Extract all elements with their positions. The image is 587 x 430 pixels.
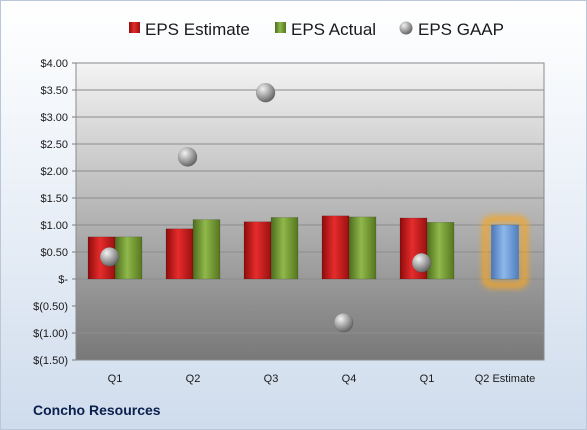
legend-swatch-gaap — [399, 21, 413, 35]
legend-swatch-actual — [275, 22, 286, 33]
x-category-label: Q4 — [342, 373, 357, 385]
y-tick-label: $0.50 — [40, 247, 68, 259]
chart-marks — [87, 82, 528, 333]
y-tick-label: $(0.50) — [33, 301, 68, 313]
gridlines — [72, 62, 544, 361]
x-category-label: Q2 — [186, 373, 201, 385]
x-category-label: Q3 — [264, 373, 279, 385]
bar-eps-actual — [426, 222, 455, 280]
bar-eps-estimate — [321, 215, 350, 280]
y-axis-ticks: $4.00 $3.50 $3.00 $2.50 $2.00 $1.50 $1.00 $0.50… — [33, 58, 68, 367]
x-category-label: Q1 — [108, 373, 123, 385]
y-tick-label: $- — [58, 274, 68, 286]
legend-item-gaap[interactable]: EPS GAAP — [399, 20, 504, 39]
y-tick-label: $(1.50) — [33, 355, 68, 367]
legend-item-estimate[interactable]: EPS Estimate — [129, 20, 250, 39]
marker-eps-gaap — [177, 147, 198, 167]
x-category-label: Q1 — [420, 373, 435, 385]
marker-eps-gaap — [255, 82, 276, 103]
y-tick-label: $2.50 — [40, 139, 68, 151]
y-tick-label: $4.00 — [40, 58, 68, 70]
legend-label-estimate: EPS Estimate — [145, 20, 250, 39]
marker-eps-gaap — [411, 253, 432, 273]
bar-eps-actual — [114, 236, 143, 280]
legend: EPS Estimate EPS Actual EPS GAAP — [129, 20, 504, 39]
y-tick-label: $1.00 — [40, 220, 68, 232]
bar-eps-estimate — [243, 221, 272, 280]
highlight-glow — [482, 215, 528, 289]
bar-eps-estimate — [165, 228, 194, 280]
legend-item-actual[interactable]: EPS Actual — [275, 20, 376, 39]
y-tick-label: $2.00 — [40, 166, 68, 178]
bar-q2-estimate — [491, 224, 519, 280]
y-tick-label: $1.50 — [40, 193, 68, 205]
legend-label-gaap: EPS GAAP — [418, 20, 504, 39]
marker-eps-gaap — [99, 247, 120, 267]
marker-eps-gaap — [333, 312, 354, 333]
bar-eps-actual — [348, 216, 377, 280]
y-tick-label: $3.50 — [40, 85, 68, 97]
legend-label-actual: EPS Actual — [291, 20, 376, 39]
x-axis-categories: Q1 Q2 Q3 Q4 Q1 Q2 Estimate — [108, 373, 536, 385]
plot-area — [75, 62, 545, 361]
x-category-label: Q2 Estimate — [475, 373, 536, 385]
bar-eps-actual — [270, 217, 299, 280]
company-name: Concho Resources — [33, 402, 161, 418]
legend-swatch-estimate — [129, 22, 140, 33]
bar-eps-actual — [192, 219, 221, 280]
y-tick-label: $3.00 — [40, 112, 68, 124]
y-tick-label: $(1.00) — [33, 328, 68, 340]
